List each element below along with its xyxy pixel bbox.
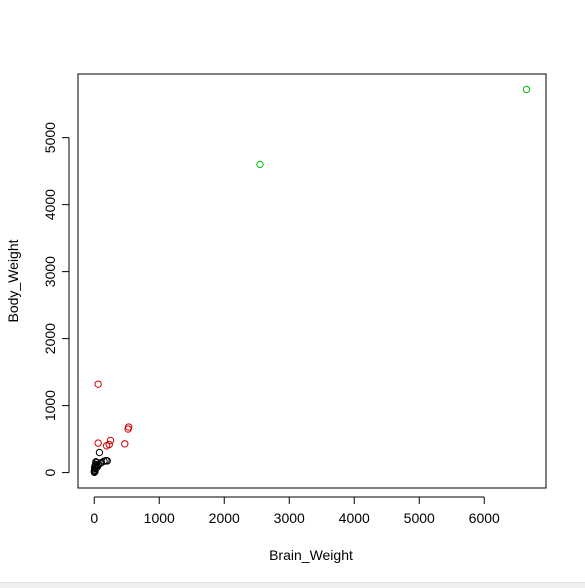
data-points <box>90 85 531 476</box>
data-point <box>94 380 102 388</box>
plot-frame <box>77 73 547 489</box>
y-tick-label: 5000 <box>42 122 58 153</box>
x-tick-label: 3000 <box>274 510 305 526</box>
x-axis: 0 1000 2000 3000 4000 5000 6000 <box>90 496 500 526</box>
y-tick-label: 1000 <box>42 390 58 421</box>
data-point <box>256 160 264 169</box>
data-point <box>92 464 100 472</box>
y-axis-label: Body_Weight <box>5 239 21 322</box>
x-tick-label: 1000 <box>144 510 175 526</box>
x-tick-label: 6000 <box>469 510 500 526</box>
window-bottom-edge <box>0 582 585 588</box>
x-tick-label: 4000 <box>339 510 370 526</box>
x-tick-label: 2000 <box>209 510 240 526</box>
x-tick-label: 0 <box>90 510 98 526</box>
data-point <box>93 458 101 467</box>
y-axis: 0 1000 2000 3000 4000 5000 <box>42 122 70 476</box>
y-tick-label: 2000 <box>42 323 58 354</box>
y-tick-label: 4000 <box>42 189 58 220</box>
x-axis-label: Brain_Weight <box>269 547 353 563</box>
data-point <box>105 440 113 449</box>
data-point <box>121 440 129 448</box>
data-point <box>93 462 102 471</box>
y-tick-label: 3000 <box>42 256 58 287</box>
data-point <box>95 448 104 457</box>
data-point <box>106 436 115 445</box>
data-point <box>125 423 133 431</box>
data-point <box>522 85 531 94</box>
x-tick-label: 5000 <box>404 510 435 526</box>
data-point <box>103 457 111 465</box>
data-point <box>94 439 102 447</box>
y-tick-label: 0 <box>42 468 58 476</box>
